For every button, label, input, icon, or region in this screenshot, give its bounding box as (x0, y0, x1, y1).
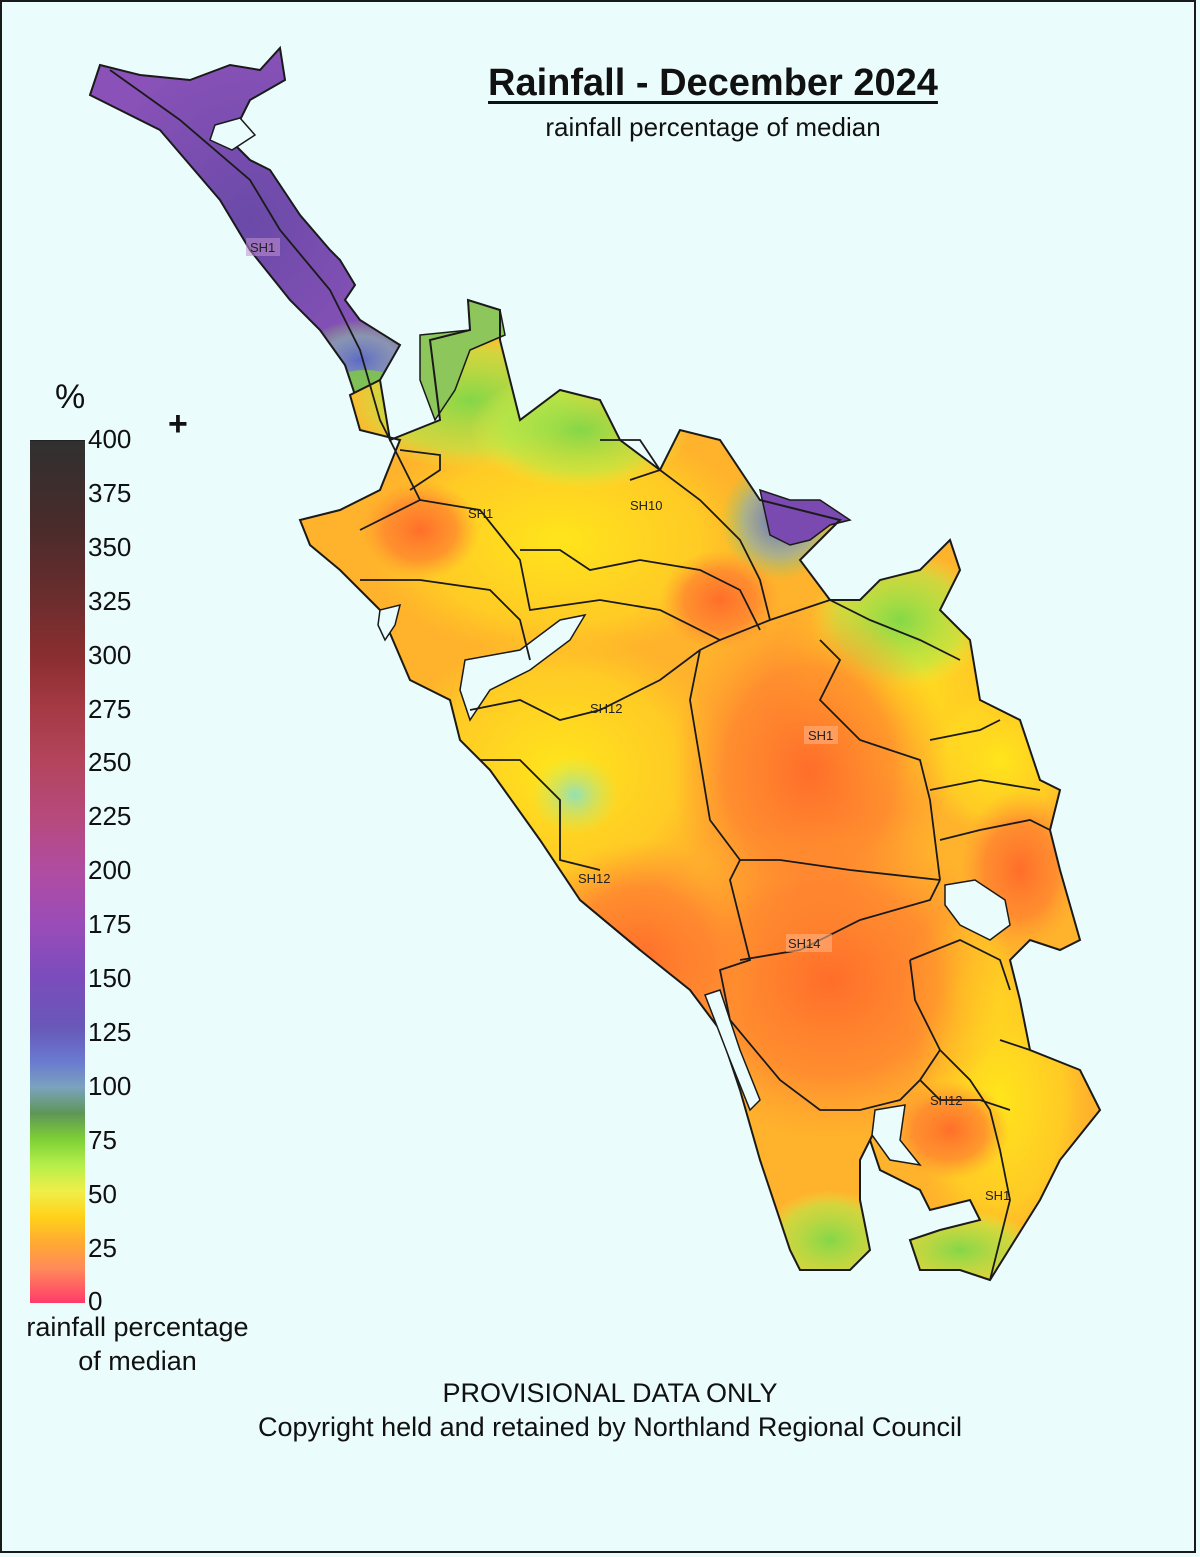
road-label-sh12-south: SH12 (930, 1093, 963, 1108)
legend-tick-label: 200 (88, 855, 132, 886)
legend-tick-label: 225 (88, 801, 132, 832)
legend-tick-label: 25 (88, 1232, 117, 1263)
road-label-sh14: SH14 (788, 936, 821, 951)
legend-unit-label: % (55, 378, 86, 416)
legend-tick-label: 100 (88, 1070, 132, 1101)
legend-tick-label: 350 (88, 531, 132, 562)
legend-tick-label: 0 (88, 1286, 103, 1317)
road-label-sh1-central: SH1 (808, 728, 833, 743)
legend-tick-label: 125 (88, 1016, 132, 1047)
legend-tick-label: 75 (88, 1124, 117, 1155)
legend-color-bar (30, 440, 85, 1303)
legend-caption-line2: of median (78, 1346, 197, 1376)
map-subtitle: rainfall percentage of median (545, 112, 881, 142)
whangarei-harbour (944, 879, 1011, 941)
map-title: Rainfall - December 2024 (488, 62, 938, 104)
legend-tick-label: 150 (88, 963, 132, 993)
whangape-harbour (377, 603, 402, 642)
road-label-sh12-north: SH12 (590, 701, 623, 716)
legend-tick-label: 400 (88, 424, 132, 454)
legend-tick-label: 325 (88, 585, 132, 616)
legend-tick-label: 250 (88, 747, 132, 778)
harbour-inlet (209, 117, 257, 151)
road-labels: SH1 SH1 SH10 SH12 SH1 SH12 SH14 SH12 SH1 (246, 238, 1010, 1203)
aupouri-coastline (88, 45, 402, 397)
whangaroa-wet-area (758, 488, 852, 546)
legend-caption-line1: rainfall percentage (26, 1312, 249, 1342)
hokianga-harbour (459, 613, 587, 722)
kaipara-harbour-arm (704, 989, 761, 1112)
road-label-sh1-south: SH1 (985, 1188, 1010, 1203)
road-label-sh10: SH10 (630, 498, 663, 513)
copyright-notice: Copyright held and retained by Northland… (258, 1412, 962, 1442)
legend-tick-label: 375 (88, 477, 132, 508)
mainland-coastline (298, 298, 1102, 1282)
road-label-sh1-north: SH1 (250, 240, 275, 255)
kaipara-inner-harbour (871, 1104, 922, 1167)
legend-tick-label: 50 (88, 1178, 117, 1209)
district-boundaries (109, 69, 1051, 1281)
legend-overflow-marker: + (168, 405, 188, 443)
legend-tick-label: 175 (88, 909, 132, 940)
road-label-sh1-west: SH1 (468, 506, 493, 521)
provisional-notice: PROVISIONAL DATA ONLY (442, 1378, 778, 1408)
legend-tick-label: 300 (88, 639, 132, 670)
aupouri-peninsula-shading (90, 48, 400, 395)
legend-tick-label: 275 (88, 693, 132, 724)
legend-caption: rainfall percentage of median (10, 1310, 265, 1378)
road-label-sh12-west: SH12 (578, 871, 611, 886)
